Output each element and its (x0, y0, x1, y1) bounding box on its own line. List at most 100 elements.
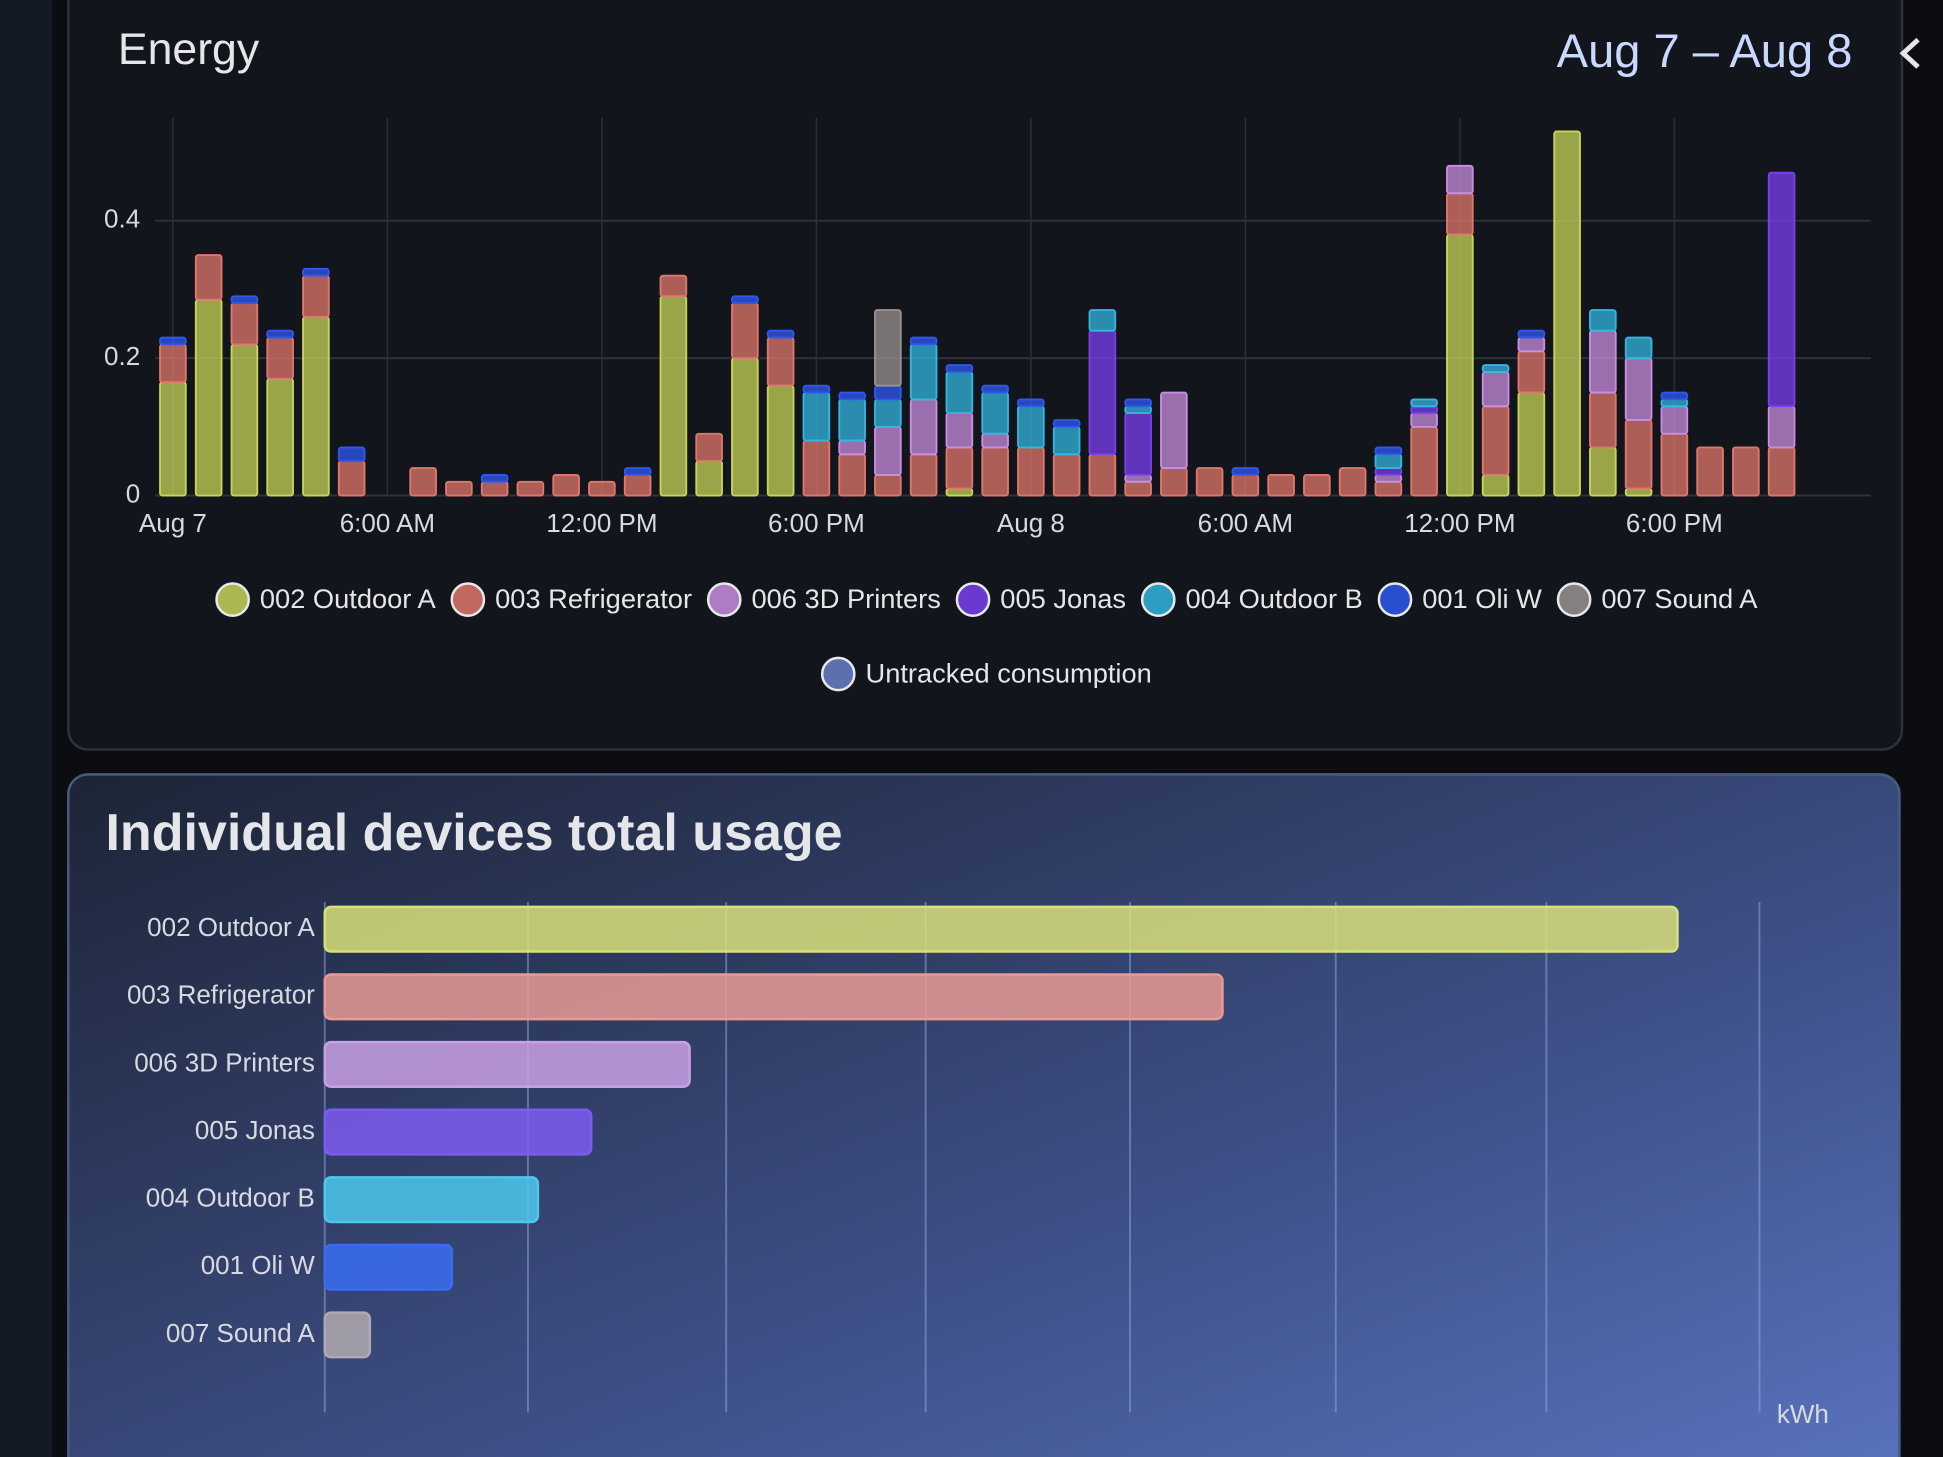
bar-segment (802, 384, 831, 394)
bar-segment (695, 432, 723, 463)
bar-segment (1017, 405, 1045, 449)
y-tick-label: 003 Refrigerator (127, 980, 315, 1010)
bar-segment (1052, 419, 1081, 428)
bar-segment (838, 398, 866, 442)
bar-segment (588, 480, 616, 497)
bar-segment (1410, 412, 1438, 428)
bar-segment (1052, 425, 1081, 456)
bar-segment (981, 384, 1009, 394)
bar-segment (516, 480, 545, 497)
bar-segment (1267, 474, 1295, 497)
legend-label: 001 Oli W (1422, 583, 1542, 614)
bar-segment (1553, 130, 1581, 497)
legend-item[interactable]: 006 3D Printers (706, 582, 941, 617)
bar-segment (445, 480, 473, 497)
bar-segment (230, 302, 259, 346)
sidebar (0, 0, 53, 1457)
legend-item[interactable]: 004 Outdoor B (1140, 582, 1363, 617)
bar-segment (838, 453, 866, 497)
bar-segment (159, 381, 187, 497)
bar-segment (1446, 192, 1474, 236)
legend-label: 007 Sound A (1601, 583, 1758, 614)
bar-segment (623, 467, 652, 476)
x-tick-label: 6:00 PM (768, 508, 865, 538)
bar-segment (1231, 467, 1260, 476)
bar-segment (1160, 467, 1188, 497)
bar-segment (766, 336, 795, 387)
bar-segment (945, 446, 974, 490)
previous-button[interactable] (1899, 37, 1920, 69)
bar-segment (552, 474, 580, 497)
legend-swatch (1377, 582, 1413, 617)
bar-segment (981, 432, 1009, 449)
legend-item[interactable]: Untracked consumption (820, 656, 1152, 692)
bar-segment (266, 329, 294, 339)
bar-segment (1660, 398, 1689, 408)
legend-swatch (450, 582, 486, 617)
bar (323, 1243, 454, 1291)
energy-card (67, 0, 1904, 751)
x-axis-unit: kWh (1777, 1399, 1829, 1429)
bar-segment (1124, 412, 1152, 476)
legend-item[interactable]: 001 Oli W (1377, 582, 1542, 617)
bar-segment (1410, 425, 1438, 497)
bar-segment (766, 329, 795, 339)
bar-segment (1374, 480, 1403, 497)
bar-segment (945, 412, 974, 449)
legend-swatch (1140, 582, 1176, 617)
bar-segment (1446, 233, 1474, 497)
date-range[interactable]: Aug 7 – Aug 8 (1557, 24, 1853, 77)
bar-segment (981, 391, 1009, 435)
bar-segment (1195, 467, 1224, 497)
bar-segment (802, 439, 831, 497)
legend-label: 002 Outdoor A (260, 583, 437, 614)
bar-segment (981, 446, 1009, 497)
bar-segment (194, 254, 223, 301)
bar-segment (1767, 405, 1796, 449)
y-tick-label: 0 (126, 478, 140, 508)
legend-item[interactable]: 003 Refrigerator (450, 582, 692, 617)
bar-segment (731, 295, 759, 305)
legend-item[interactable]: 002 Outdoor A (215, 582, 437, 617)
bar-segment (731, 302, 759, 360)
bar (323, 973, 1224, 1021)
bar-segment (659, 274, 688, 298)
legend-item[interactable]: 005 Jonas (955, 582, 1126, 617)
bar-segment (1481, 370, 1510, 408)
bar-segment (480, 474, 509, 483)
bar-segment (1481, 405, 1510, 476)
bar-segment (1374, 453, 1403, 470)
bar-segment (266, 377, 294, 497)
bar-segment (874, 398, 902, 428)
bar-segment (1517, 391, 1546, 497)
bar-segment (945, 370, 974, 415)
bar (323, 1176, 540, 1224)
legend-label: 006 3D Printers (752, 583, 941, 614)
bar-segment (302, 267, 330, 277)
legend-swatch (820, 656, 856, 692)
bar-segment (802, 391, 831, 442)
bar-segment (909, 336, 938, 346)
bar-segment (1696, 446, 1724, 497)
legend-label: 003 Refrigerator (495, 583, 692, 614)
bar (323, 905, 1679, 953)
bar-segment (909, 343, 938, 401)
legend-swatch (215, 582, 250, 617)
legend-label: Untracked consumption (866, 657, 1152, 688)
bar-segment (1124, 480, 1152, 497)
y-tick-label: 007 Sound A (166, 1318, 316, 1348)
bar-segment (1624, 419, 1653, 490)
legend-label: 005 Jonas (1000, 583, 1126, 614)
bar-segment (1660, 432, 1689, 497)
bar (323, 1311, 372, 1359)
bar-segment (1589, 446, 1617, 497)
legend-item[interactable]: 007 Sound A (1556, 582, 1758, 617)
bar-segment (766, 384, 795, 497)
y-tick-label: 004 Outdoor B (146, 1183, 315, 1213)
bar-segment (1767, 446, 1796, 497)
bar-segment (695, 460, 723, 497)
x-tick-label: Aug 7 (139, 508, 207, 538)
bar-segment (1732, 446, 1760, 497)
bar-segment (1088, 329, 1117, 456)
bar-segment (1660, 405, 1689, 435)
